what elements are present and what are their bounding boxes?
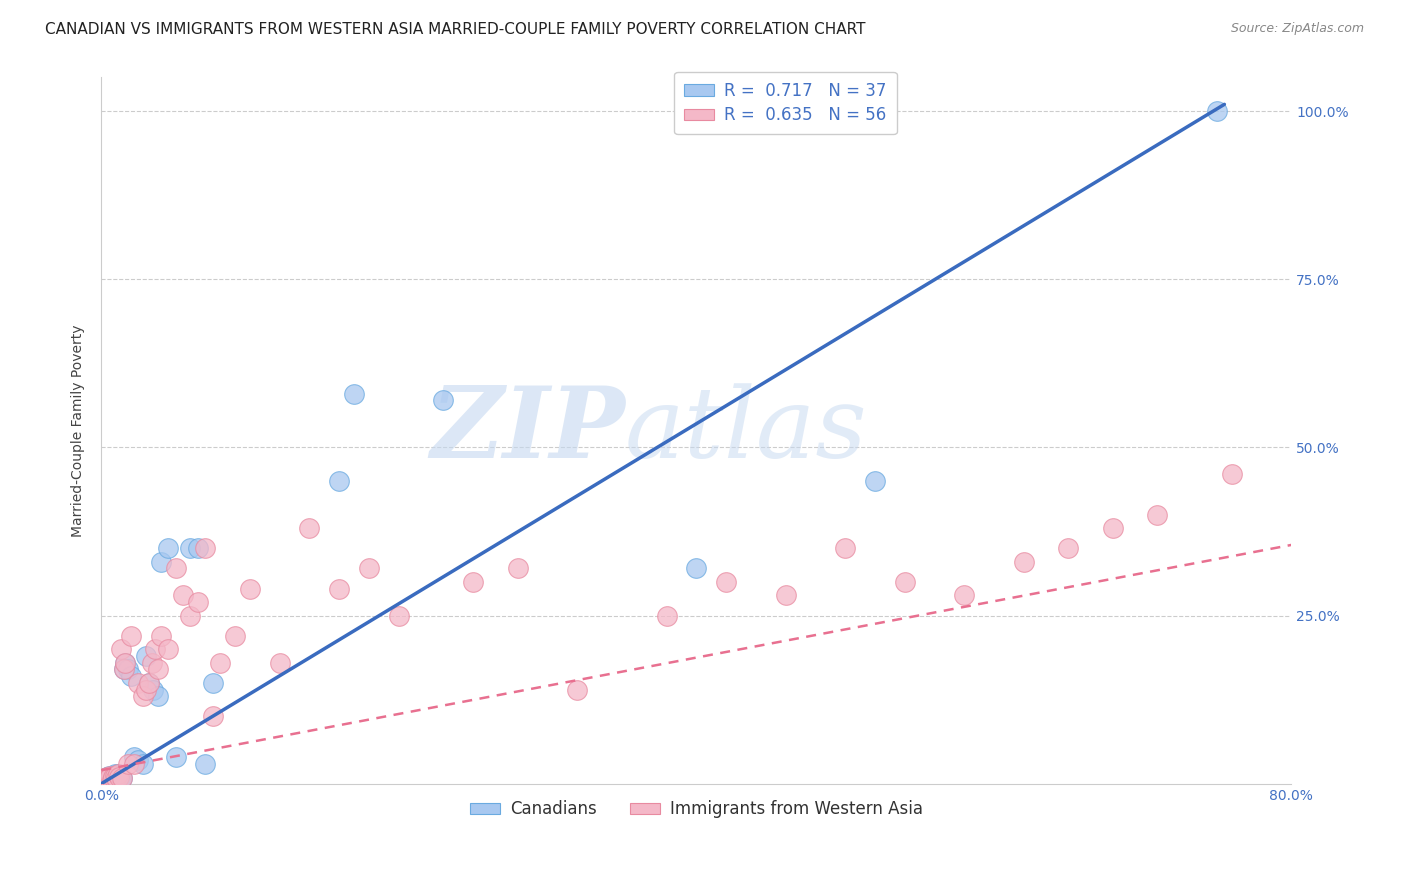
Point (96, 770, 118, 784)
Point (111, 772, 134, 786)
Point (112, 662, 135, 676)
Point (655, 608, 678, 623)
Point (388, 608, 411, 623)
Point (97, 772, 120, 786)
Point (117, 662, 139, 676)
Point (108, 770, 131, 784)
Point (122, 749, 145, 764)
Point (110, 770, 132, 784)
Text: Source: ZipAtlas.com: Source: ZipAtlas.com (1230, 22, 1364, 36)
Point (120, 629, 142, 643)
Point (96, 770, 118, 784)
Point (120, 669, 142, 683)
Point (432, 393, 454, 408)
Point (111, 772, 134, 786)
Point (135, 682, 157, 697)
Point (127, 753, 149, 767)
Point (107, 766, 129, 780)
Point (179, 541, 201, 556)
Point (149, 555, 172, 569)
Y-axis label: Married-Couple Family Poverty: Married-Couple Family Poverty (72, 325, 86, 537)
Point (94, 773, 117, 788)
Point (98, 772, 121, 786)
Point (194, 541, 217, 556)
Point (357, 561, 380, 575)
Point (165, 749, 187, 764)
Point (142, 682, 165, 697)
Point (135, 648, 157, 663)
Point (141, 656, 163, 670)
Point (298, 521, 321, 535)
Text: CANADIAN VS IMMIGRANTS FROM WESTERN ASIA MARRIED-COUPLE FAMILY POVERTY CORRELATI: CANADIAN VS IMMIGRANTS FROM WESTERN ASIA… (45, 22, 866, 37)
Point (104, 769, 127, 783)
Point (1101, 521, 1123, 535)
Point (1146, 508, 1168, 522)
Point (114, 656, 136, 670)
Point (157, 541, 180, 556)
Point (127, 676, 149, 690)
Point (93, 773, 115, 788)
Point (863, 474, 886, 488)
Point (343, 386, 366, 401)
Point (194, 756, 217, 771)
Point (149, 629, 172, 643)
Point (567, 682, 589, 697)
Point (122, 756, 145, 771)
Point (112, 662, 135, 676)
Point (463, 574, 485, 589)
Point (143, 642, 166, 657)
Point (714, 574, 737, 589)
Point (172, 588, 194, 602)
Point (100, 772, 122, 787)
Point (1012, 555, 1035, 569)
Text: atlas: atlas (624, 383, 868, 478)
Point (1220, 467, 1243, 482)
Point (893, 574, 915, 589)
Point (132, 756, 155, 771)
Point (100, 770, 122, 784)
Point (97, 769, 120, 783)
Point (146, 690, 169, 704)
Point (269, 656, 291, 670)
Point (117, 756, 139, 771)
Point (209, 656, 232, 670)
Point (110, 642, 132, 657)
Point (165, 561, 187, 575)
Point (108, 769, 131, 783)
Point (94, 772, 117, 786)
Point (179, 608, 201, 623)
Point (187, 595, 209, 609)
Point (93, 772, 115, 786)
Point (98, 769, 121, 783)
Point (1057, 541, 1080, 556)
Point (239, 582, 262, 596)
Point (201, 676, 224, 690)
Point (224, 629, 246, 643)
Point (114, 656, 136, 670)
Point (157, 642, 180, 657)
Point (1206, 104, 1229, 119)
Point (146, 662, 169, 676)
Point (506, 561, 529, 575)
Point (187, 541, 209, 556)
Point (138, 676, 160, 690)
Point (953, 588, 976, 602)
Point (91, 773, 114, 788)
Point (328, 474, 350, 488)
Point (101, 769, 124, 783)
Legend: Canadians, Immigrants from Western Asia: Canadians, Immigrants from Western Asia (463, 794, 929, 825)
Text: ZIP: ZIP (430, 383, 624, 479)
Point (107, 766, 129, 780)
Point (132, 690, 155, 704)
Point (101, 770, 124, 784)
Point (685, 561, 707, 575)
Point (834, 541, 856, 556)
Point (104, 766, 127, 780)
Point (138, 676, 160, 690)
Point (328, 582, 350, 596)
Point (105, 770, 128, 784)
Point (201, 709, 224, 723)
Point (775, 588, 797, 602)
Point (105, 772, 128, 786)
